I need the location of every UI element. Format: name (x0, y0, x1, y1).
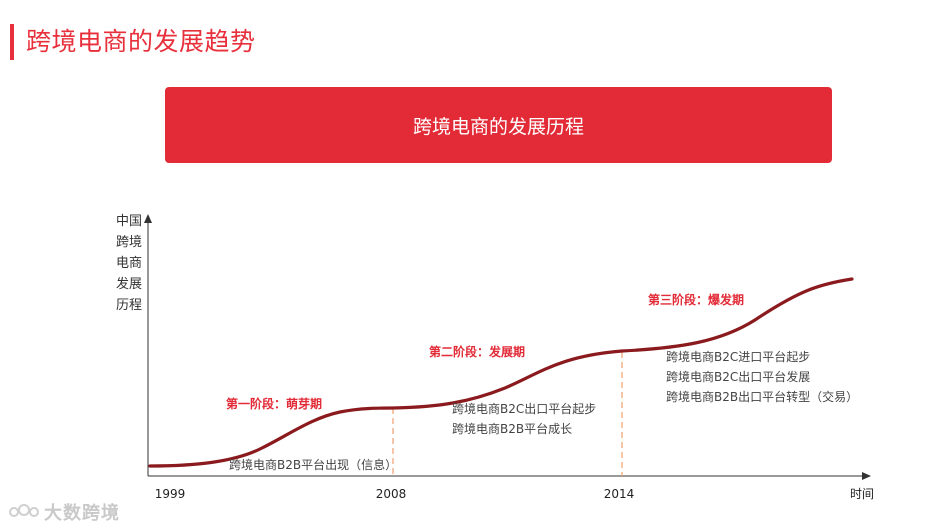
x-axis-arrow (862, 472, 871, 480)
watermark: 大数跨境 (8, 499, 120, 525)
stage-1-note: 跨境电商B2B平台出现（信息） (229, 457, 397, 472)
tick-label-2014: 2014 (604, 487, 635, 501)
page-title: 跨境电商的发展趋势 (26, 27, 256, 56)
title-accent-bar (10, 24, 14, 60)
tick-label-1999: 1999 (155, 487, 186, 501)
stage-3-note: 跨境电商B2C进口平台起步 (666, 349, 810, 364)
stage-3-note: 跨境电商B2B出口平台转型（交易） (666, 389, 858, 404)
tick-label-2008: 2008 (376, 487, 407, 501)
y-axis-label: 中国 跨境 电商 发展 历程 (104, 211, 154, 316)
watermark-text: 大数跨境 (44, 503, 120, 524)
stage-2-note: 跨境电商B2B平台成长 (452, 421, 572, 436)
y-axis-label-line: 发展 (115, 277, 142, 292)
stage-2-label: 第二阶段：发展期 (429, 344, 525, 359)
y-axis-label-line: 跨境 (115, 235, 142, 250)
stage-3-label: 第三阶段：爆发期 (648, 292, 744, 307)
growth-curve (148, 277, 854, 468)
banner-text: 跨境电商的发展历程 (412, 115, 584, 138)
stage-2-note: 跨境电商B2C出口平台起步 (452, 401, 596, 416)
y-axis-arrow (144, 214, 152, 223)
x-axis-end-label: 时间 (850, 487, 874, 501)
y-axis-label-line: 中国 (115, 214, 142, 229)
y-axis-label-line: 历程 (115, 298, 142, 313)
banner: 跨境电商的发展历程 (165, 87, 832, 163)
stage-1-label: 第一阶段：萌芽期 (226, 396, 322, 411)
watermark-logo-icon (9, 504, 39, 517)
y-axis-label-line: 电商 (115, 256, 142, 271)
stage-3-note: 跨境电商B2C出口平台发展 (666, 369, 810, 384)
